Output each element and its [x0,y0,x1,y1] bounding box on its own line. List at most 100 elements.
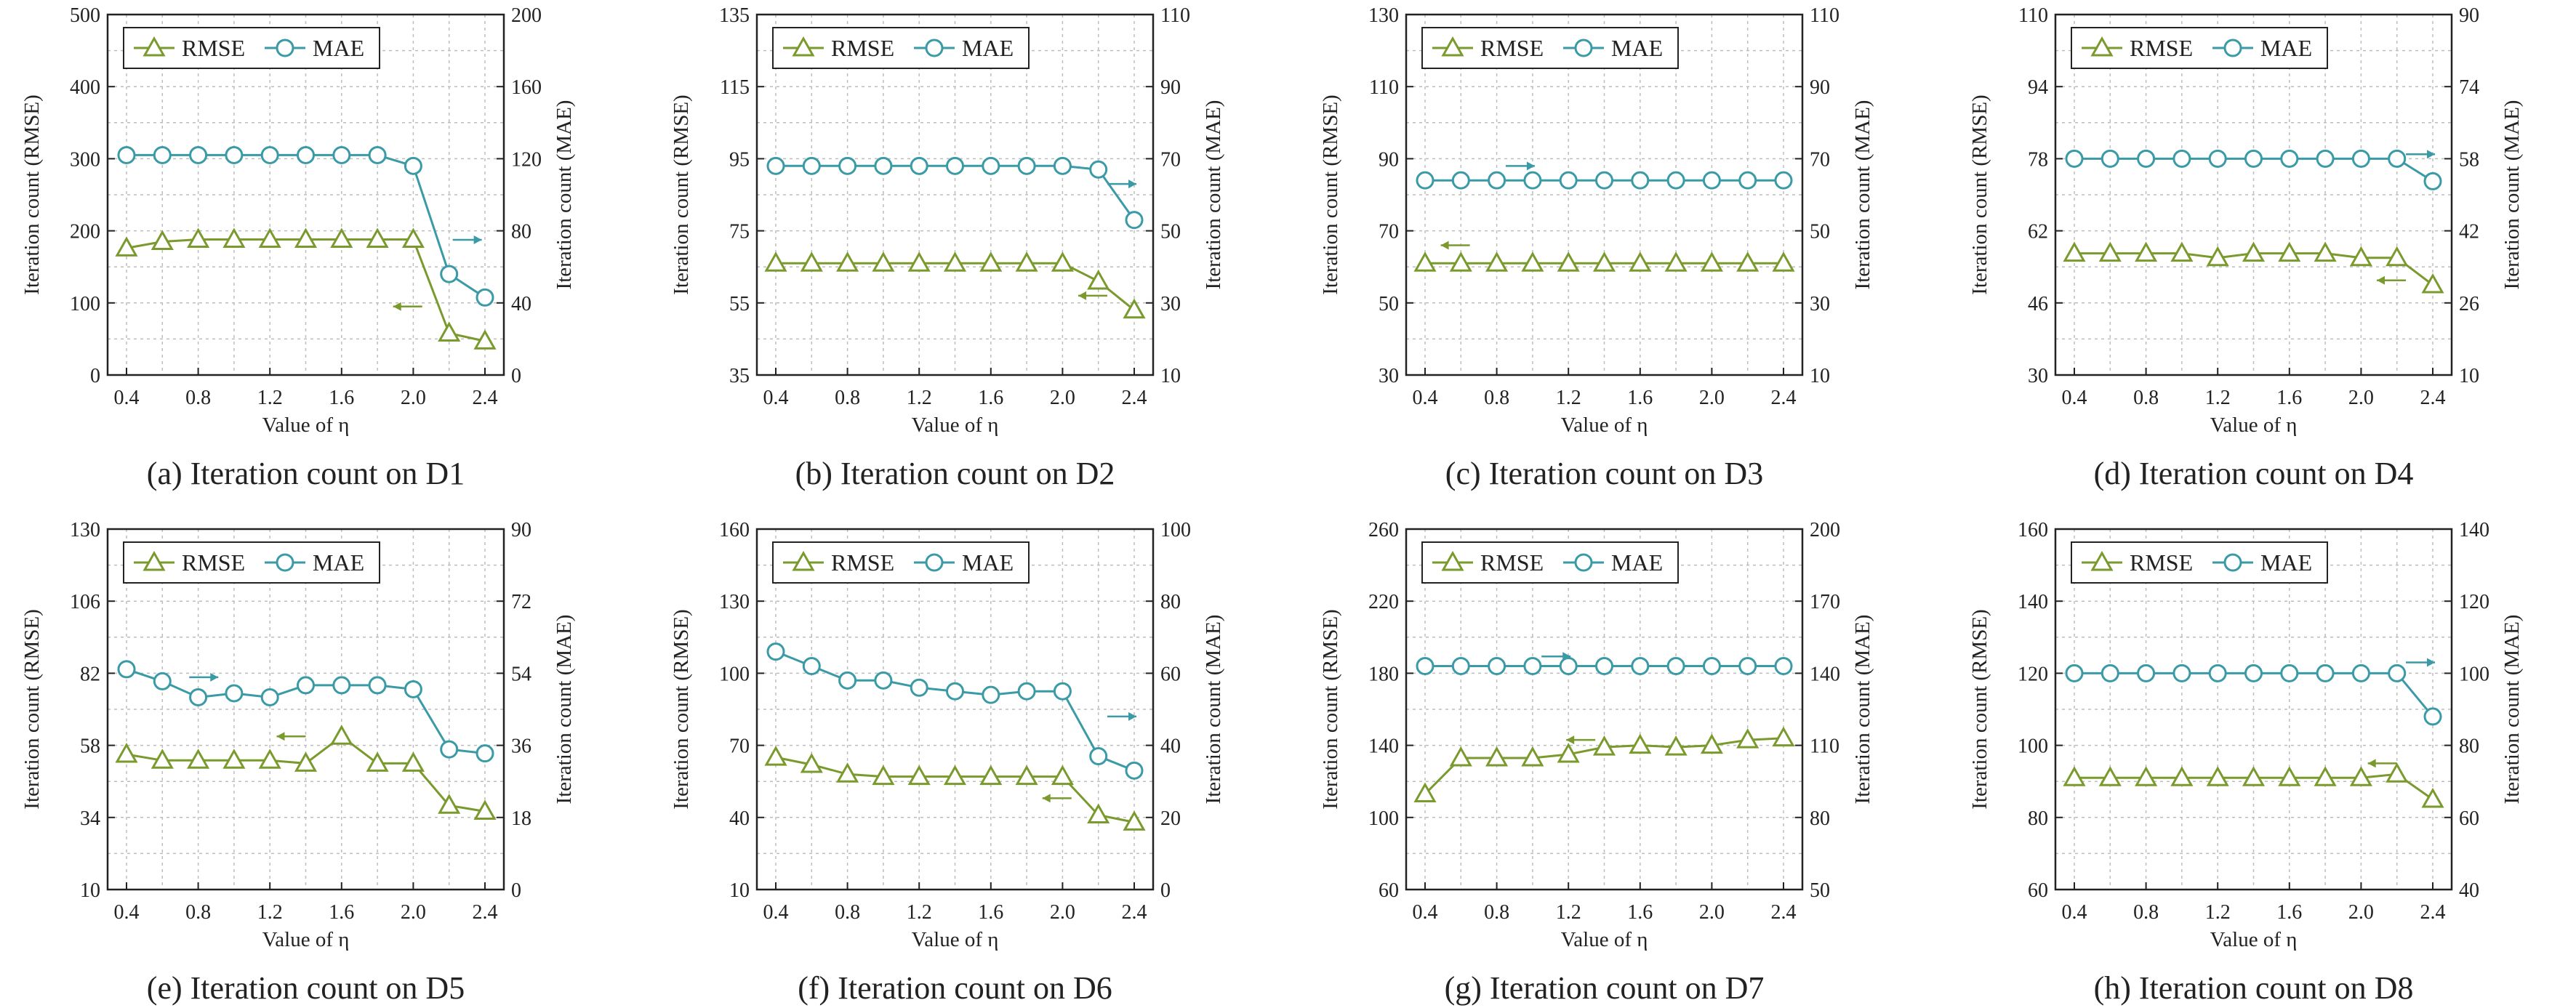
y-left-tick-label: 160 [719,519,750,541]
x-tick-label: 2.4 [473,387,498,409]
y-right-tick-label: 36 [511,735,531,758]
x-axis-label: Value of η [262,414,350,437]
y-right-tick-label: 110 [1810,735,1839,758]
legend-marker-mae [925,553,944,572]
data-point-rmse [2242,766,2266,786]
data-point-mae [476,288,494,307]
data-point-rmse [764,251,787,272]
data-point-mae [2208,149,2227,168]
y-left-tick-label: 70 [729,735,750,758]
y-right-tick-label: 110 [1810,4,1839,27]
legend-marker-rmse [1441,550,1464,571]
y-left-axis-label: Iteration count (RMSE) [670,609,693,809]
legend-label-rmse: RMSE [2130,35,2193,61]
data-point-mae [1125,761,1144,780]
y-left-axis-label: Iteration count (RMSE) [1319,609,1342,809]
x-tick-label: 2.4 [1771,387,1797,409]
x-axis-label: Value of η [1561,414,1648,437]
y-left-axis-label: Iteration count (RMSE) [20,609,44,809]
y-left-tick-label: 70 [1379,221,1399,243]
data-point-rmse [366,227,389,249]
axis-arrow-head [2427,658,2436,667]
axis-arrow-head [1562,652,1571,661]
y-left-tick-label: 115 [720,76,750,99]
legend-marker-rmse [143,36,166,57]
data-point-rmse [1772,251,1795,272]
chart-panel: 0.4 0.8 1.2 1.6 2.0 2.4 30 46 62 78 94 110 10 26 42 58 7… [1968,4,2524,491]
y-right-tick-label: 100 [2459,663,2489,685]
legend-label-mae: MAE [1611,549,1663,576]
data-point-rmse [1449,746,1472,767]
x-tick-label: 1.6 [978,901,1003,924]
data-point-rmse [764,746,787,766]
data-point-rmse [2421,273,2444,294]
data-point-mae [117,145,136,164]
data-point-mae [802,156,821,175]
y-right-tick-label: 30 [1160,293,1181,315]
data-point-mae [440,265,459,283]
data-point-rmse [1664,251,1688,272]
chart-caption: (b) Iteration count on D2 [795,456,1115,491]
data-point-rmse [258,749,281,769]
y-left-tick-label: 55 [729,293,750,315]
data-point-rmse [943,251,967,272]
data-point-mae [1451,171,1470,190]
y-left-tick-label: 200 [70,221,100,243]
data-point-mae [766,642,785,661]
y-left-tick-label: 110 [1369,76,1399,99]
y-left-tick-label: 50 [1379,293,1399,315]
data-point-rmse [2386,762,2409,783]
y-right-tick-label: 10 [1810,365,1830,387]
data-point-rmse [2206,246,2229,267]
chart-caption: (e) Iteration count on D5 [147,970,465,1006]
data-point-mae [1523,656,1542,675]
data-point-mae [838,156,857,175]
data-point-mae [440,740,459,759]
data-point-mae [1702,171,1721,190]
data-point-mae [332,145,351,164]
data-point-rmse [836,251,859,272]
y-left-tick-label: 46 [2028,293,2048,315]
data-point-mae [2172,149,2191,168]
legend-label-mae: MAE [962,35,1014,61]
plot-frame [755,528,1155,891]
data-point-rmse [187,749,210,769]
data-point-mae [766,156,785,175]
y-right-tick-label: 100 [1160,519,1191,541]
y-right-tick-label: 110 [1160,4,1190,27]
x-axis-label: Value of η [1561,928,1648,951]
x-tick-label: 1.6 [1627,387,1653,409]
data-point-rmse [1700,733,1723,754]
data-point-mae [1702,656,1721,675]
x-tick-label: 0.4 [1413,901,1438,924]
data-point-mae [1595,171,1613,190]
y-right-tick-label: 80 [511,221,531,243]
data-point-mae [1774,171,1793,190]
data-point-mae [1488,656,1506,675]
data-point-mae [874,671,893,690]
data-point-rmse [1051,251,1074,272]
data-point-mae [2208,664,2227,682]
x-tick-label: 0.8 [185,901,211,924]
data-point-rmse [401,751,425,772]
legend-label-rmse: RMSE [2130,549,2193,576]
plot-frame [106,528,505,891]
data-point-mae [1631,656,1650,675]
x-tick-label: 1.6 [2276,387,2302,409]
data-point-rmse [2278,766,2301,786]
data-point-rmse [1521,251,1544,272]
x-tick-label: 2.0 [2348,387,2374,409]
axis-arrow-head [276,732,285,741]
data-point-mae [1666,171,1685,190]
chart-panel: 0.4 0.8 1.2 1.6 2.0 2.4 10 34 58 82 106 130 0 18 36 54 7… [20,519,576,1006]
data-point-mae [2137,664,2156,682]
data-point-rmse [1087,269,1110,290]
data-point-mae [153,145,172,164]
data-point-rmse [330,227,353,249]
y-right-tick-label: 54 [511,663,531,685]
y-left-tick-label: 135 [719,4,750,27]
plot-frame [2054,528,2453,891]
y-left-tick-label: 130 [719,591,750,613]
y-left-tick-label: 500 [70,4,100,27]
x-tick-label: 1.2 [257,387,283,409]
